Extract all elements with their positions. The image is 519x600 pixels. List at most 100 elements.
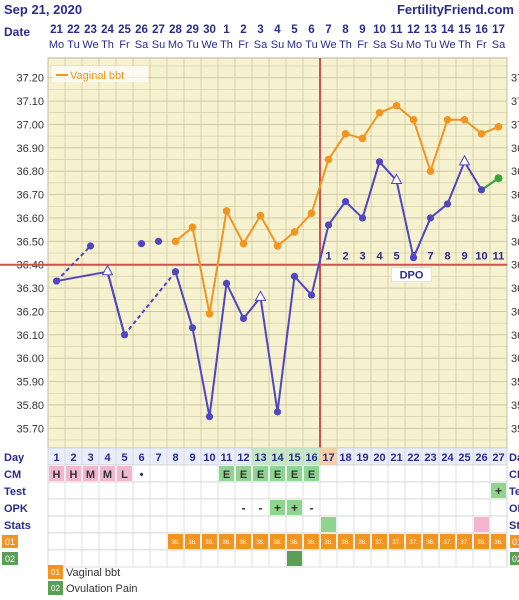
data-point bbox=[273, 408, 282, 416]
bbt-value: 36. bbox=[358, 540, 367, 546]
weekday-label: Mo bbox=[168, 39, 183, 51]
cm-value: L bbox=[121, 469, 128, 481]
cm-cell bbox=[49, 466, 64, 481]
data-point bbox=[358, 214, 367, 222]
series-segment bbox=[174, 271, 194, 329]
series-segment bbox=[208, 283, 228, 417]
dpo-number: 7 bbox=[427, 251, 433, 263]
opk-value: - bbox=[242, 501, 246, 515]
series-segment bbox=[429, 119, 449, 172]
date-number: 27 bbox=[152, 24, 165, 36]
date-number: 30 bbox=[203, 24, 216, 36]
dpo-number: 10 bbox=[475, 251, 487, 263]
bbt-cell bbox=[406, 534, 421, 549]
bbt-cell bbox=[236, 534, 251, 549]
bbt-cell bbox=[440, 534, 455, 549]
dpo-label-bg bbox=[391, 267, 432, 282]
bbt-value: 36. bbox=[222, 540, 231, 546]
series-segment bbox=[242, 296, 262, 320]
y-tick-right: 36.50 bbox=[511, 236, 519, 248]
bbt-value: 36. bbox=[188, 540, 197, 546]
day-number: 27 bbox=[492, 452, 504, 464]
series-segment bbox=[310, 224, 330, 296]
cm-value: E bbox=[274, 469, 281, 481]
cm-value: E bbox=[240, 469, 247, 481]
date-number: 26 bbox=[135, 24, 148, 36]
data-point bbox=[358, 134, 367, 143]
date-number: 4 bbox=[274, 24, 281, 36]
ovulation-pain-mark bbox=[287, 551, 302, 566]
data-point bbox=[443, 115, 452, 124]
series-segment bbox=[225, 282, 245, 319]
test-value: + bbox=[495, 484, 502, 498]
dpo-number: 4 bbox=[376, 251, 383, 263]
legend-code: 01 bbox=[51, 568, 60, 577]
series-segment bbox=[395, 180, 415, 258]
data-point bbox=[222, 279, 231, 287]
data-point bbox=[171, 237, 180, 246]
y-tick-right: 36.40 bbox=[511, 260, 519, 272]
y-tick-right: 36.70 bbox=[511, 190, 519, 202]
cm-value: E bbox=[308, 469, 315, 481]
weekday-label: Th bbox=[339, 39, 352, 51]
weekday-label: Tu bbox=[186, 39, 198, 51]
bbt-cell bbox=[185, 534, 200, 549]
bbt-cell bbox=[304, 534, 319, 549]
weekday-label: Th bbox=[101, 39, 114, 51]
bbt-value: 36. bbox=[477, 540, 486, 546]
data-point bbox=[52, 277, 61, 285]
weekday-label: We bbox=[201, 39, 217, 51]
bbt-cell bbox=[355, 534, 370, 549]
y-tick-left: 36.70 bbox=[16, 190, 44, 202]
day-number: 10 bbox=[203, 452, 215, 464]
series-segment bbox=[208, 210, 228, 314]
date-number: 1 bbox=[223, 24, 230, 36]
data-point bbox=[171, 268, 180, 276]
series-segment bbox=[293, 212, 313, 233]
data-point bbox=[154, 237, 163, 245]
date-number: 7 bbox=[325, 24, 331, 36]
opk-cell bbox=[270, 500, 285, 515]
data-point bbox=[375, 158, 384, 166]
day-number: 5 bbox=[121, 452, 127, 464]
series-segment bbox=[55, 245, 92, 282]
day-number: 19 bbox=[356, 452, 368, 464]
series-segment bbox=[429, 203, 449, 219]
bbt-value: 36. bbox=[307, 540, 316, 546]
data-point bbox=[101, 264, 114, 276]
bbt-cell bbox=[253, 534, 268, 549]
day-number: 2 bbox=[70, 452, 76, 464]
series-segment bbox=[446, 161, 466, 205]
cm-value: E bbox=[291, 469, 298, 481]
data-point bbox=[137, 240, 146, 248]
cm-value: • bbox=[140, 469, 144, 481]
series-segment bbox=[412, 217, 432, 259]
bbt-cell bbox=[457, 534, 472, 549]
cm-cell bbox=[287, 466, 302, 481]
row-stats bbox=[47, 515, 508, 534]
cm-cell bbox=[117, 466, 132, 481]
bbt-value: 37. bbox=[375, 540, 384, 546]
cm-value: M bbox=[86, 469, 95, 481]
dpo-number: 9 bbox=[461, 251, 467, 263]
day-number: 14 bbox=[271, 452, 284, 464]
y-tick-right: 36.60 bbox=[511, 213, 519, 225]
data-point bbox=[256, 211, 265, 220]
weekday-label: Sa bbox=[373, 39, 387, 51]
data-point bbox=[324, 155, 333, 164]
opk-value: - bbox=[310, 501, 314, 515]
date-number: 11 bbox=[390, 24, 403, 36]
date-number: 5 bbox=[291, 24, 298, 36]
data-point bbox=[426, 167, 435, 175]
cm-cell bbox=[236, 466, 251, 481]
y-tick-right: 37.00 bbox=[511, 119, 519, 131]
bbt-cell bbox=[474, 534, 489, 549]
row-label-right: Stats bbox=[509, 520, 519, 532]
row-label-right: CM bbox=[509, 469, 519, 481]
weekday-label: Su bbox=[390, 39, 403, 51]
y-tick-left: 37.10 bbox=[16, 96, 44, 108]
data-point bbox=[477, 186, 486, 194]
data-point bbox=[477, 129, 486, 138]
day-number: 4 bbox=[104, 452, 111, 464]
